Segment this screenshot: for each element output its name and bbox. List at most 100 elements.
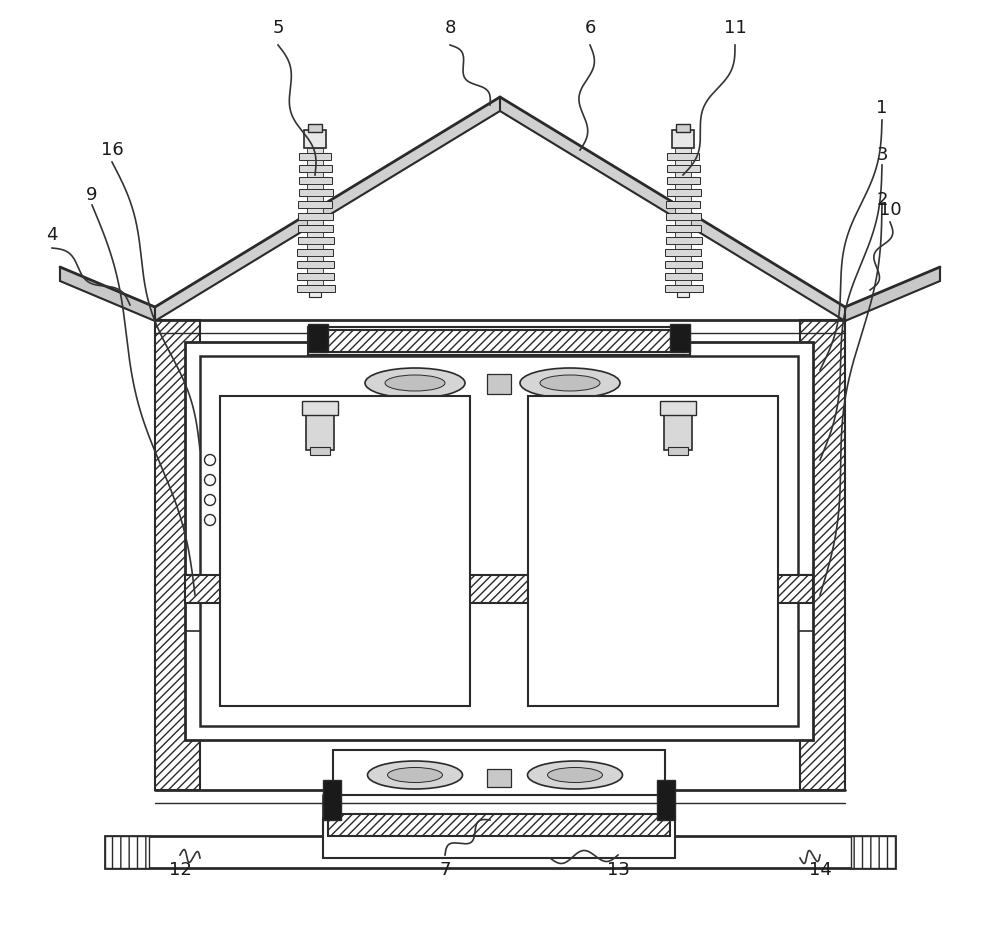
Bar: [675, 160, 691, 165]
Bar: [185, 342, 813, 740]
Bar: [675, 148, 691, 153]
Ellipse shape: [388, 767, 442, 783]
Bar: [297, 250, 333, 256]
Bar: [675, 172, 691, 177]
Bar: [668, 447, 688, 455]
Circle shape: [205, 455, 216, 465]
Bar: [675, 184, 691, 189]
Bar: [307, 280, 323, 285]
Bar: [851, 836, 895, 868]
Bar: [487, 769, 511, 787]
Bar: [307, 172, 323, 177]
Bar: [676, 124, 690, 132]
Bar: [675, 232, 691, 237]
Bar: [307, 244, 323, 249]
Bar: [667, 165, 700, 172]
Bar: [299, 154, 331, 160]
Circle shape: [205, 495, 216, 505]
Bar: [675, 208, 691, 212]
Bar: [677, 148, 689, 297]
Bar: [297, 273, 334, 280]
Bar: [200, 356, 798, 726]
Ellipse shape: [548, 767, 602, 783]
Bar: [297, 285, 334, 292]
Ellipse shape: [385, 375, 445, 391]
Bar: [308, 327, 690, 355]
Bar: [307, 220, 323, 225]
Bar: [665, 273, 702, 280]
Bar: [675, 256, 691, 261]
Text: 9: 9: [86, 186, 98, 204]
Bar: [307, 148, 323, 153]
Bar: [667, 177, 700, 184]
Bar: [675, 280, 691, 285]
Bar: [308, 124, 322, 132]
Bar: [307, 256, 323, 261]
Bar: [657, 780, 675, 820]
Bar: [675, 220, 691, 225]
Bar: [675, 244, 691, 249]
Text: 4: 4: [46, 226, 58, 244]
Polygon shape: [845, 267, 940, 321]
Bar: [323, 818, 675, 858]
Bar: [323, 780, 341, 820]
Bar: [304, 130, 326, 148]
Bar: [800, 320, 845, 790]
Bar: [307, 232, 323, 237]
Bar: [307, 160, 323, 165]
Polygon shape: [155, 97, 500, 321]
Bar: [307, 196, 323, 200]
Text: 6: 6: [584, 19, 596, 37]
Text: 14: 14: [809, 861, 831, 879]
Text: 7: 7: [439, 861, 451, 879]
Bar: [302, 401, 338, 415]
Bar: [667, 189, 700, 196]
Polygon shape: [60, 267, 155, 321]
Bar: [666, 238, 702, 244]
Bar: [487, 374, 511, 394]
Text: 11: 11: [724, 19, 746, 37]
Ellipse shape: [540, 375, 600, 391]
Bar: [299, 165, 332, 172]
Text: 13: 13: [607, 861, 629, 879]
Bar: [307, 184, 323, 189]
Bar: [307, 208, 323, 212]
Bar: [313, 355, 685, 405]
Bar: [672, 130, 694, 148]
Bar: [667, 154, 699, 160]
Circle shape: [205, 514, 216, 526]
Bar: [665, 285, 702, 292]
Circle shape: [205, 474, 216, 486]
Text: 12: 12: [169, 861, 191, 879]
Bar: [528, 396, 778, 706]
Bar: [333, 750, 665, 795]
Bar: [298, 226, 333, 232]
Bar: [660, 401, 696, 415]
Bar: [155, 320, 200, 790]
Bar: [220, 396, 470, 706]
Text: 1: 1: [876, 99, 888, 117]
Polygon shape: [500, 97, 845, 321]
Bar: [185, 575, 813, 603]
Bar: [298, 238, 334, 244]
Bar: [298, 201, 332, 208]
Bar: [310, 447, 330, 455]
Bar: [299, 177, 332, 184]
Bar: [675, 268, 691, 273]
Bar: [105, 836, 149, 868]
Text: 5: 5: [272, 19, 284, 37]
Bar: [665, 261, 702, 268]
Text: 10: 10: [879, 201, 901, 219]
Bar: [307, 268, 323, 273]
Text: 2: 2: [876, 191, 888, 209]
Bar: [666, 226, 701, 232]
Ellipse shape: [528, 761, 622, 789]
Bar: [670, 324, 690, 352]
Bar: [308, 324, 328, 352]
Bar: [298, 213, 332, 220]
Text: 3: 3: [876, 146, 888, 164]
Ellipse shape: [520, 368, 620, 398]
Bar: [306, 410, 334, 450]
Bar: [664, 410, 692, 450]
Bar: [675, 196, 691, 200]
